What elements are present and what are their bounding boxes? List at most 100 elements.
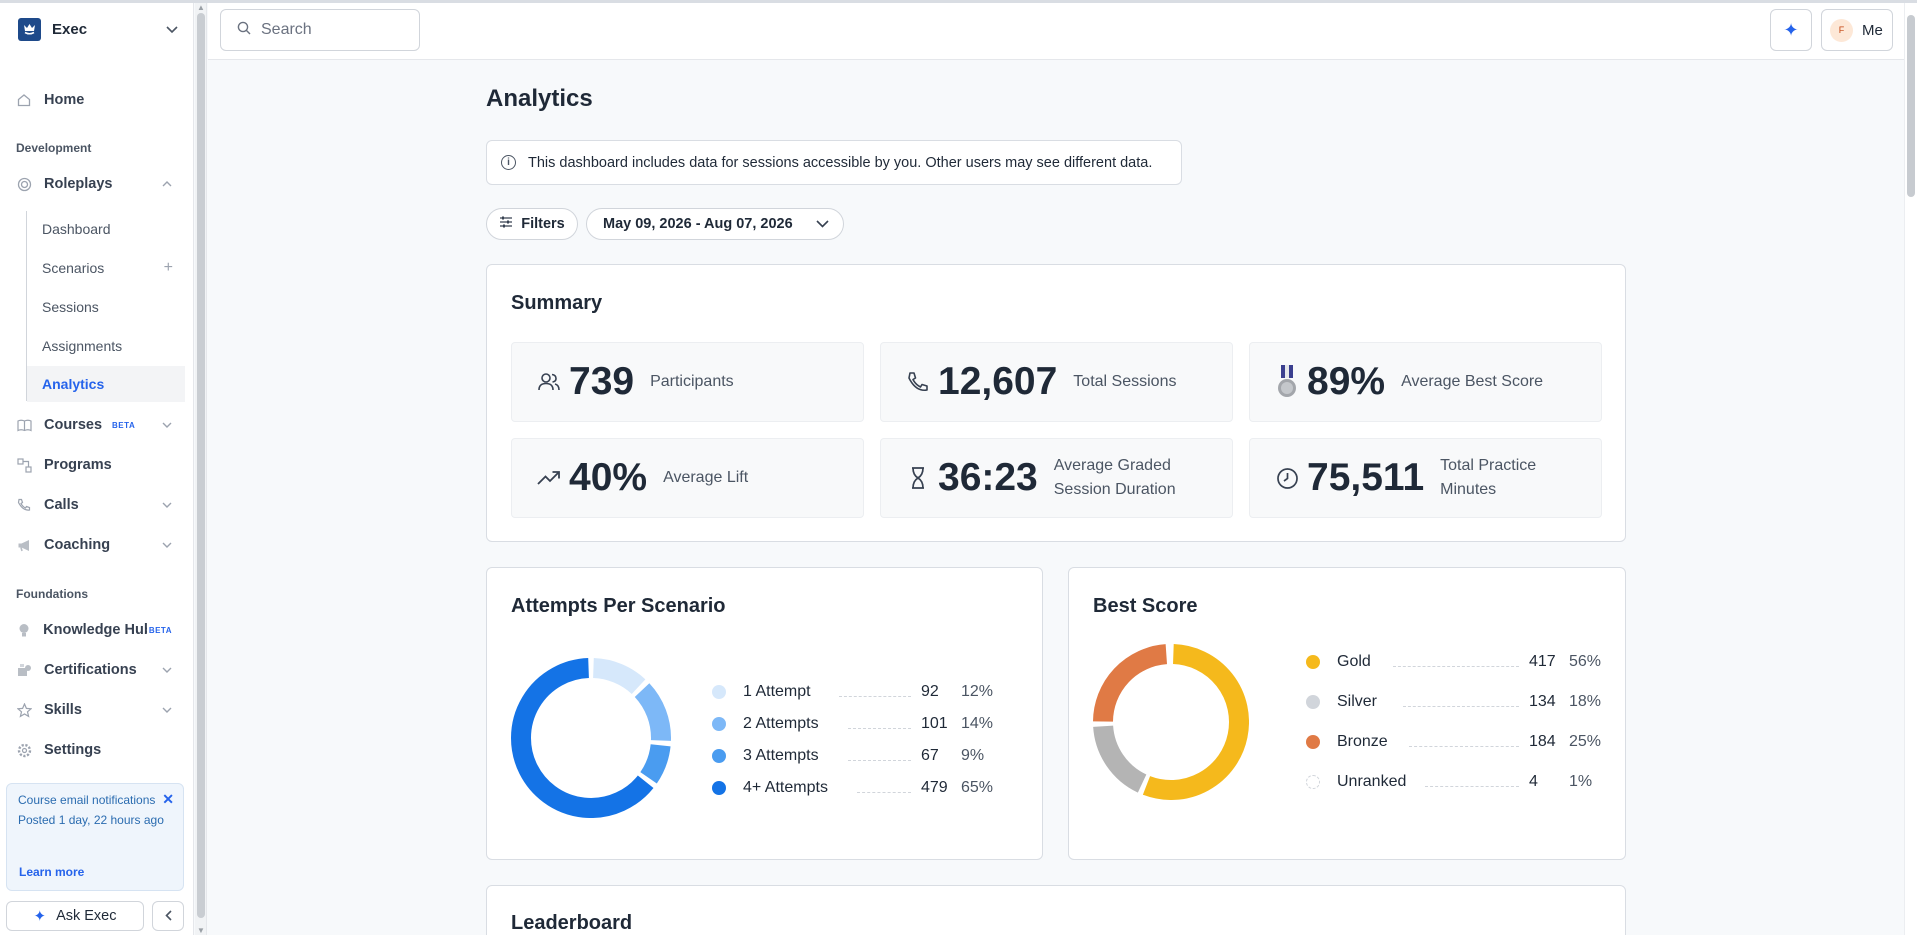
sidebar-item-label: Assignments xyxy=(42,338,123,354)
sidebar-item-calls[interactable]: Calls xyxy=(16,492,172,518)
sidebar-item-scenarios[interactable]: Scenarios + xyxy=(27,250,185,286)
sidebar-item-settings[interactable]: Settings xyxy=(16,737,172,763)
sidebar-item-sessions[interactable]: Sessions xyxy=(27,289,185,325)
main-scrollbar[interactable] xyxy=(1904,3,1917,935)
legend-count: 92 xyxy=(921,683,939,700)
legend-row-2-attempts: 2 Attempts 101 14% xyxy=(712,713,993,735)
sidebar-item-courses[interactable]: Courses BETA xyxy=(16,412,172,438)
search-input[interactable]: Search xyxy=(220,9,420,51)
best-score-slice-silver[interactable] xyxy=(1093,725,1147,793)
best-score-donut-chart xyxy=(1093,644,1249,800)
stat-value: 12,607 xyxy=(938,360,1058,403)
trending-up-icon xyxy=(536,465,562,491)
sidebar-item-dashboard[interactable]: Dashboard xyxy=(27,211,185,247)
legend-leader xyxy=(1425,785,1519,787)
legend-leader xyxy=(1393,665,1519,667)
user-menu-button[interactable]: F Me xyxy=(1821,9,1893,51)
beta-badge: BETA xyxy=(148,625,172,635)
chevron-left-icon xyxy=(164,909,172,924)
best-score-slice-gold[interactable] xyxy=(1142,644,1249,800)
chevron-down-icon xyxy=(816,216,829,232)
participants-icon xyxy=(536,369,562,395)
date-range-select[interactable]: May 09, 2026 - Aug 07, 2026 xyxy=(586,208,844,240)
sliders-icon xyxy=(499,216,513,232)
chevron-down-icon xyxy=(162,704,172,716)
best-score-slice-bronze[interactable] xyxy=(1093,644,1168,722)
medal-icon xyxy=(1274,365,1300,397)
scrollbar-thumb[interactable] xyxy=(197,13,205,918)
stat-value: 89% xyxy=(1307,360,1386,403)
scroll-up-arrow-icon[interactable]: ▲ xyxy=(197,3,205,12)
sidebar-item-roleplays[interactable]: Roleplays xyxy=(16,171,172,197)
notification-posted: Posted 1 day, 22 hours ago xyxy=(18,813,164,827)
legend-percent: 12% xyxy=(961,683,994,700)
hourglass-icon xyxy=(905,465,931,491)
chevron-up-icon xyxy=(162,178,172,190)
attempts-slice-3-attempts[interactable] xyxy=(640,743,671,784)
org-switcher[interactable]: Exec xyxy=(18,18,178,41)
unranked-icon xyxy=(1306,775,1320,789)
org-logo-icon xyxy=(18,18,41,41)
sidebar-item-skills[interactable]: Skills xyxy=(16,697,172,723)
date-range-value: May 09, 2026 - Aug 07, 2026 xyxy=(603,216,793,232)
attempts-slice-1-attempt[interactable] xyxy=(592,658,646,695)
attempts-slice-4-attempts[interactable] xyxy=(511,658,654,818)
summary-title: Summary xyxy=(511,292,603,314)
sidebar-item-analytics[interactable]: Analytics xyxy=(27,366,185,402)
certificate-icon xyxy=(16,662,32,678)
sidebar-item-certifications[interactable]: Certifications xyxy=(16,657,172,683)
sidebar-item-coaching[interactable]: Coaching xyxy=(16,532,172,558)
summary-card: Summary 739 Participants 12,607 Total Se… xyxy=(486,264,1626,542)
stat-value: 739 xyxy=(569,360,635,403)
legend-label: 3 Attempts xyxy=(743,747,819,764)
ask-exec-button[interactable]: ✦ Ask Exec xyxy=(6,901,144,931)
legend-dot xyxy=(712,685,726,699)
attempts-donut-chart xyxy=(511,658,671,818)
stat-total-practice-minutes: 75,511 Total Practice Minutes xyxy=(1249,438,1602,518)
book-icon xyxy=(16,417,32,433)
sidebar-item-label: Knowledge Hub xyxy=(43,622,147,638)
stat-total-sessions: 12,607 Total Sessions xyxy=(880,342,1233,422)
legend-label: 2 Attempts xyxy=(743,715,819,732)
stat-label: Average Best Score xyxy=(1401,373,1544,390)
stat-label: Total Practice Minutes xyxy=(1440,457,1537,498)
phone-icon xyxy=(16,497,32,513)
sidebar-item-assignments[interactable]: Assignments xyxy=(27,328,185,364)
legend-percent: 1% xyxy=(1569,773,1593,790)
add-scenario-plus-icon[interactable]: + xyxy=(163,259,173,276)
new-item-button[interactable]: ✦ xyxy=(1770,9,1812,51)
close-icon[interactable]: ✕ xyxy=(162,791,174,807)
sidebar-item-knowledge-hub[interactable]: Knowledge Hub BETA xyxy=(16,617,172,643)
collapse-sidebar-button[interactable] xyxy=(152,901,184,931)
sidebar-item-label: Programs xyxy=(44,457,112,473)
scroll-down-arrow-icon[interactable]: ▼ xyxy=(197,926,205,935)
beta-badge: BETA xyxy=(112,420,136,430)
legend-percent: 65% xyxy=(961,779,994,796)
roleplays-submenu: Dashboard Scenarios + Sessions Assignmen… xyxy=(26,211,185,402)
legend-row-3-attempts: 3 Attempts 67 9% xyxy=(712,745,984,767)
leaderboard-title: Leaderboard xyxy=(511,912,633,934)
attempts-slice-2-attempts[interactable] xyxy=(634,683,671,741)
sidebar-item-programs[interactable]: Programs xyxy=(16,452,172,478)
learn-more-link[interactable]: Learn more xyxy=(19,865,85,879)
home-icon xyxy=(16,92,32,108)
gear-icon xyxy=(16,742,32,758)
stat-average-graded-session-duration: 36:23 Average Graded Session Duration xyxy=(880,438,1233,518)
legend-leader xyxy=(1409,745,1519,747)
info-text: This dashboard includes data for session… xyxy=(528,154,1153,171)
sidebar-scrollbar[interactable]: ▲ ▼ xyxy=(195,3,207,935)
ask-exec-label: Ask Exec xyxy=(56,908,117,924)
stat-value: 75,511 xyxy=(1307,456,1425,499)
legend-count: 184 xyxy=(1529,733,1556,750)
legend-count: 134 xyxy=(1529,693,1556,710)
filters-label: Filters xyxy=(521,216,565,232)
sidebar-item-home[interactable]: Home xyxy=(16,87,172,113)
scrollbar-thumb[interactable] xyxy=(1907,15,1915,197)
legend-leader xyxy=(839,695,911,697)
filters-button[interactable]: Filters xyxy=(486,208,578,240)
legend-label: 1 Attempt xyxy=(743,683,811,700)
sidebar-item-label: Certifications xyxy=(44,662,137,678)
legend-row-1-attempt: 1 Attempt 92 12% xyxy=(712,681,993,703)
legend-row-silver: Silver 134 18% xyxy=(1306,691,1601,713)
megaphone-icon xyxy=(16,537,32,553)
